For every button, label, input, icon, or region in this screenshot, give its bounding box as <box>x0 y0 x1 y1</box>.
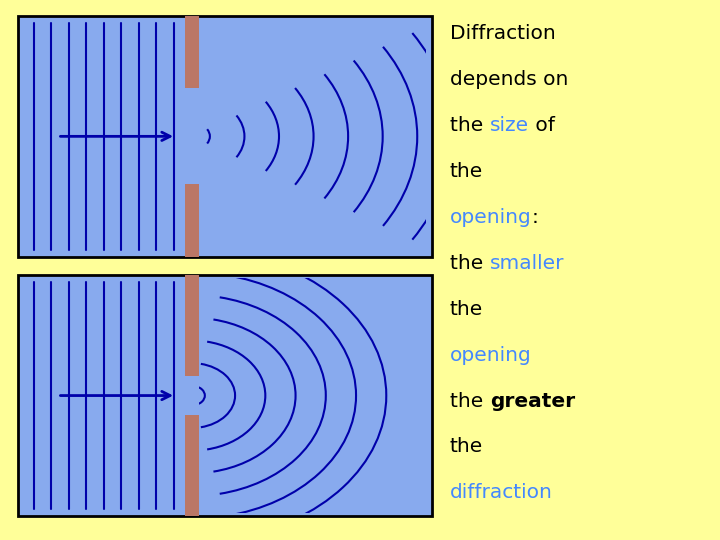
Text: :: : <box>532 208 539 227</box>
Bar <box>184 415 199 516</box>
Text: opening: opening <box>450 208 532 227</box>
Text: the: the <box>450 300 483 319</box>
Text: the: the <box>450 437 483 456</box>
Text: the: the <box>450 254 490 273</box>
Text: opening: opening <box>450 346 532 365</box>
Bar <box>18 275 432 516</box>
Bar <box>184 275 199 376</box>
Text: of: of <box>528 116 554 135</box>
Bar <box>18 16 432 256</box>
Text: the: the <box>450 116 490 135</box>
Bar <box>184 16 199 88</box>
Text: Diffraction: Diffraction <box>450 24 556 43</box>
Text: size: size <box>490 116 528 135</box>
Text: depends on: depends on <box>450 70 568 89</box>
Text: diffraction: diffraction <box>450 483 553 502</box>
Text: smaller: smaller <box>490 254 564 273</box>
Text: the: the <box>450 392 490 410</box>
Text: greater: greater <box>490 392 575 410</box>
Bar <box>184 184 199 256</box>
Text: the: the <box>450 162 483 181</box>
